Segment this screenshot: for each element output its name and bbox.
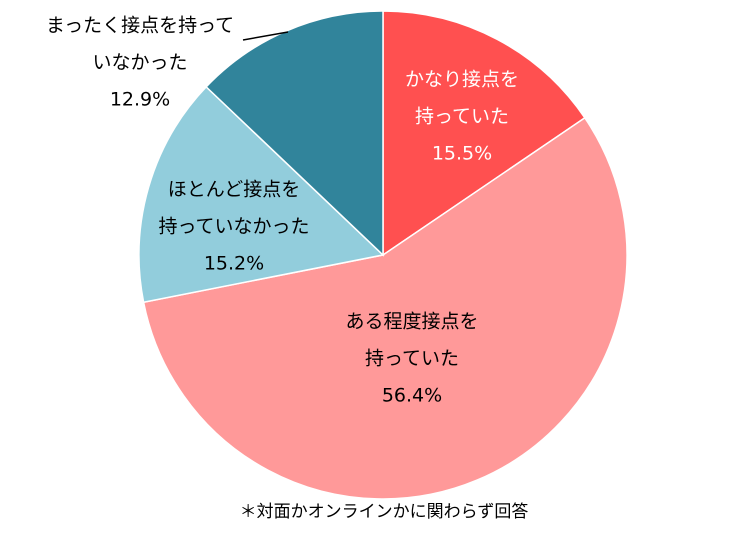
pie-slices (138, 10, 628, 500)
slice-label-0-line-1: 持っていた (415, 106, 509, 128)
slice-value-label-2: 15.2% (204, 253, 264, 275)
slice-labels: かなり接点を持っていた15.5%ある程度接点を持っていた56.4%ほとんど接点を… (46, 15, 519, 407)
slice-label-2-line-1: 持っていなかった (158, 216, 309, 238)
pie-slice-1 (142, 116, 628, 500)
slice-label-2-line-0: ほとんど接点を (168, 179, 300, 201)
footnote: ＊対面かオンラインかに関わらず回答 (240, 502, 529, 522)
slice-label-3-line-1: いなかった (92, 52, 187, 74)
slice-label-0-line-0: かなり接点を (405, 69, 519, 91)
slice-label-1-line-0: ある程度接点を (345, 311, 478, 333)
slice-value-label-3: 12.9% (110, 89, 170, 111)
pie-slice-3 (205, 10, 384, 257)
slice-label-1-line-1: 持っていた (365, 348, 459, 370)
pie-slice-0 (382, 10, 586, 257)
slice-label-3-line-0: まったく接点を持って (46, 15, 234, 37)
slice-value-label-0: 15.5% (432, 143, 492, 165)
pie-slice-2 (138, 85, 385, 304)
leader-line (242, 31, 289, 41)
slice-value-label-1: 56.4% (382, 385, 442, 407)
